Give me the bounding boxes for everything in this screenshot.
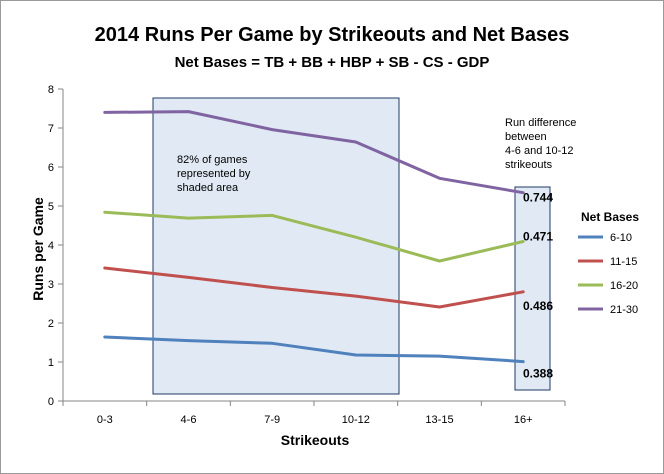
chart-subtitle: Net Bases = TB + BB + HBP + SB - CS - GD… <box>175 54 490 71</box>
series-line-6-10 <box>103 335 525 364</box>
series-line-21-30 <box>103 110 525 195</box>
y-tick-label: 3 <box>48 279 54 291</box>
shaded-note-line: 82% of games <box>177 154 248 166</box>
y-tick-label: 2 <box>48 318 54 330</box>
y-tick-label: 6 <box>48 162 54 174</box>
difference-note-line: 4-6 and 10-12 <box>505 145 574 157</box>
x-tick-label: 0-3 <box>97 414 113 426</box>
difference-label-11-15: 0.486 <box>523 299 553 313</box>
difference-box <box>514 186 551 391</box>
shaded-region <box>152 97 400 395</box>
series-line-11-15 <box>103 266 525 309</box>
y-tick-label: 1 <box>48 357 54 369</box>
chart-title: 2014 Runs Per Game by Strikeouts and Net… <box>95 24 570 46</box>
difference-label-6-10: 0.388 <box>523 367 553 381</box>
series-line-16-20 <box>103 210 525 263</box>
x-tick-label: 16+ <box>514 414 533 426</box>
difference-note-line: between <box>505 131 547 143</box>
y-tick-label: 7 <box>48 123 54 135</box>
y-tick-label: 0 <box>48 396 54 408</box>
difference-label-16-20: 0.471 <box>523 229 553 243</box>
x-tick-label: 7-9 <box>264 414 280 426</box>
difference-note-line: Run difference <box>505 117 576 129</box>
legend-label-11-15: 11-15 <box>610 256 637 268</box>
y-tick-label: 4 <box>48 240 54 252</box>
x-tick-label: 4-6 <box>181 414 197 426</box>
legend-label-16-20: 16-20 <box>610 280 638 292</box>
legend-label-6-10: 6-10 <box>610 232 632 244</box>
y-axis-title: Runs per Game <box>30 197 46 301</box>
x-tick-label: 10-12 <box>342 414 370 426</box>
difference-note-line: strikeouts <box>505 159 553 171</box>
difference-label-21-30: 0.744 <box>523 191 553 205</box>
x-axis-title: Strikeouts <box>281 432 350 448</box>
shaded-note-line: shaded area <box>177 182 239 194</box>
shaded-note-line: represented by <box>177 168 251 180</box>
legend-label-21-30: 21-30 <box>610 304 638 316</box>
y-tick-label: 8 <box>48 84 54 96</box>
x-tick-label: 13-15 <box>425 414 453 426</box>
legend-title: Net Bases <box>581 210 639 224</box>
y-tick-label: 5 <box>48 201 54 213</box>
